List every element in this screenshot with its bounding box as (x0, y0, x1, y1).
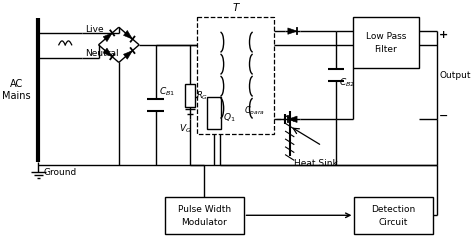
Text: Heat Sink: Heat Sink (294, 159, 338, 168)
Text: Ground: Ground (43, 168, 76, 177)
Text: Live: Live (85, 25, 103, 34)
Polygon shape (103, 33, 112, 42)
Text: −: − (439, 110, 449, 120)
Polygon shape (124, 30, 133, 39)
Text: Circuit: Circuit (379, 218, 408, 227)
Polygon shape (288, 116, 297, 123)
Text: Neutral: Neutral (85, 49, 118, 58)
Polygon shape (103, 48, 112, 57)
Text: Modulator: Modulator (182, 218, 227, 227)
Bar (197, 17, 274, 134)
Text: $C_{B1}$: $C_{B1}$ (158, 85, 174, 98)
Text: AC
Mains: AC Mains (2, 79, 31, 101)
Text: $Q_1$: $Q_1$ (223, 112, 236, 124)
Bar (185, 84, 194, 107)
Text: +: + (439, 30, 448, 40)
Bar (165, 197, 244, 234)
Text: Low Pass: Low Pass (365, 32, 406, 41)
Text: $C_{para}$: $C_{para}$ (244, 105, 264, 118)
Text: Filter: Filter (374, 45, 397, 54)
Text: T: T (232, 3, 239, 13)
Bar (353, 17, 419, 68)
Text: Detection: Detection (372, 205, 416, 214)
Text: Output: Output (439, 71, 471, 80)
Polygon shape (124, 51, 133, 59)
Text: $R_G$: $R_G$ (196, 89, 209, 102)
Bar (207, 97, 221, 129)
Text: Pulse Width: Pulse Width (178, 205, 231, 214)
Bar (355, 197, 433, 234)
Polygon shape (288, 28, 297, 34)
Text: $V_G$: $V_G$ (179, 123, 191, 135)
Text: $C_{B2}$: $C_{B2}$ (338, 77, 355, 89)
